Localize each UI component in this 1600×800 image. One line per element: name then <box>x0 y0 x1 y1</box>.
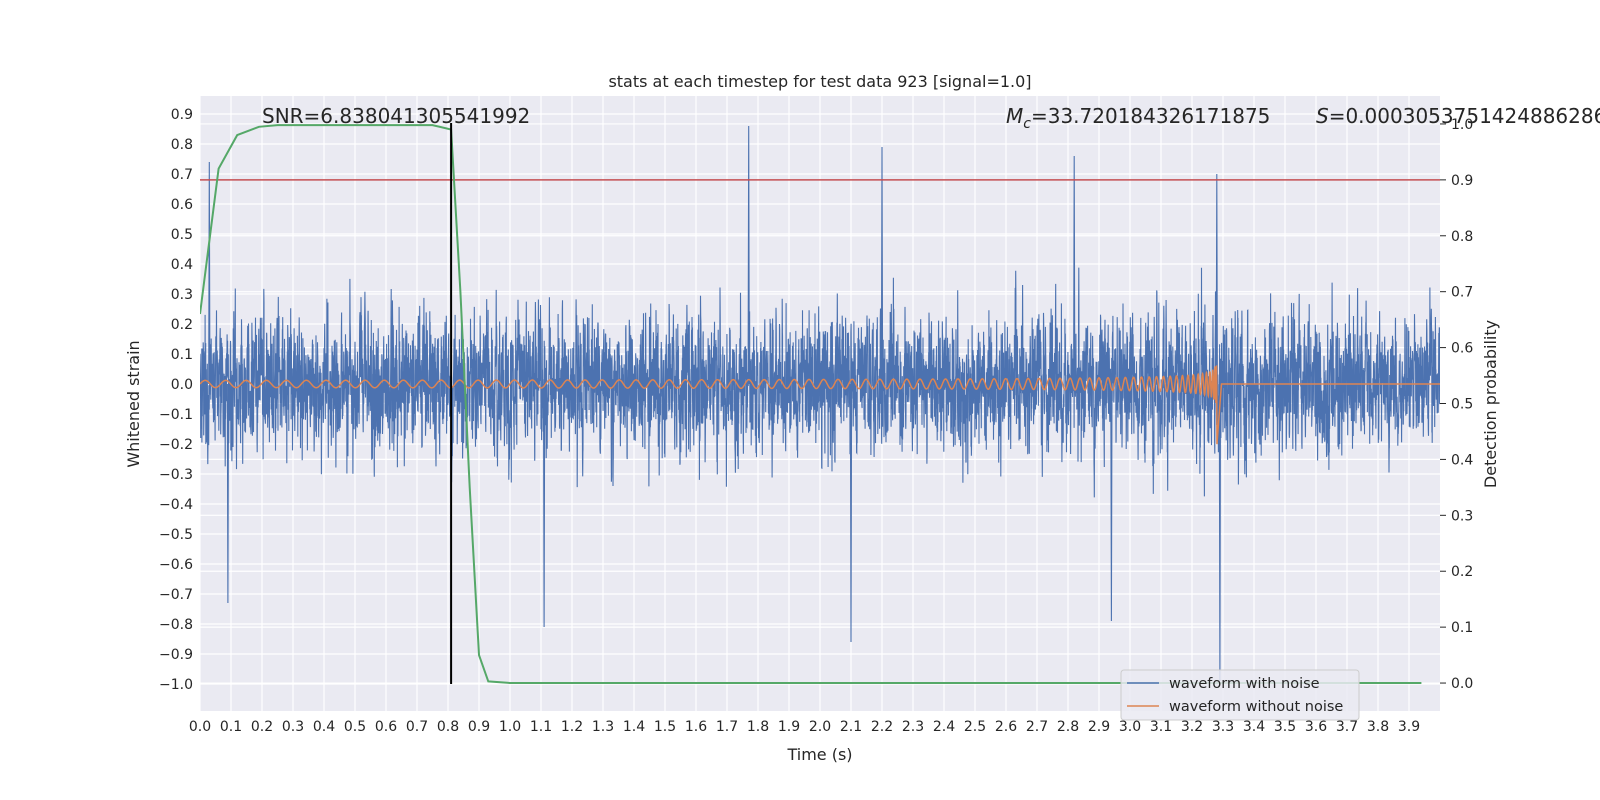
x-tick-label: 0.3 <box>282 719 304 735</box>
left-y-tick-label: 0.9 <box>171 107 193 123</box>
chirp-mass-annotation: Mc=33.720184326171875 <box>1006 104 1270 132</box>
x-tick-label: 2.3 <box>902 719 924 735</box>
detection-probability-line <box>200 124 1422 684</box>
s-value: =0.0003053751424886286 <box>1329 104 1600 128</box>
left-y-tick-label: 0.5 <box>171 227 193 243</box>
x-tick-label: 2.7 <box>1026 719 1048 735</box>
x-tick-label: 0.2 <box>251 719 273 735</box>
left-y-tick-label: 0.8 <box>171 137 193 153</box>
x-axis-ticks: 0.0 0.1 0.2 0.3 0.4 0.5 0.6 0.7 0.8 0.9 1.0 1.1 1.2 1… <box>189 719 1420 735</box>
snr-annotation: SNR=6.838041305541992 <box>262 104 530 128</box>
x-tick-label: 2.0 <box>809 719 831 735</box>
x-tick-label: 3.7 <box>1336 719 1358 735</box>
x-tick-label: 2.8 <box>1057 719 1079 735</box>
left-y-axis-label: Whitened strain <box>124 340 143 467</box>
waveform-without-noise-series <box>200 365 1440 445</box>
x-tick-label: 0.4 <box>313 719 335 735</box>
right-y-tick-label: 0.5 <box>1451 397 1473 413</box>
right-y-tick-label: 0.3 <box>1451 508 1473 524</box>
left-y-tick-label: −0.6 <box>159 557 193 573</box>
x-tick-label: 3.0 <box>1119 719 1141 735</box>
left-y-tick-label: −0.1 <box>159 407 193 423</box>
x-tick-label: 2.2 <box>871 719 893 735</box>
x-tick-label: 1.9 <box>778 719 800 735</box>
x-tick-label: 2.6 <box>995 719 1017 735</box>
left-y-tick-label: −1.0 <box>159 677 193 693</box>
x-tick-label: 2.1 <box>840 719 862 735</box>
x-tick-label: 3.1 <box>1150 719 1172 735</box>
x-tick-label: 1.5 <box>654 719 676 735</box>
x-tick-label: 0.5 <box>344 719 366 735</box>
chirp-mass-subscript: c <box>1023 116 1031 132</box>
left-y-tick-label: 0.6 <box>171 197 193 213</box>
chirp-mass-symbol: M <box>1006 104 1023 128</box>
x-tick-label: 1.6 <box>685 719 707 735</box>
right-y-axis-ticks: 1.0 0.9 0.8 0.7 0.6 0.5 0.4 0.3 0.2 0.1 0.0 <box>1440 117 1473 692</box>
right-y-tick-label: 0.8 <box>1451 229 1473 245</box>
legend-box <box>1120 669 1360 721</box>
left-y-tick-label: 0.2 <box>171 317 193 333</box>
left-y-tick-label: −0.9 <box>159 647 193 663</box>
x-tick-label: 2.9 <box>1088 719 1110 735</box>
left-y-tick-label: 0.4 <box>171 257 193 273</box>
x-tick-label: 0.6 <box>375 719 397 735</box>
x-tick-label: 3.9 <box>1398 719 1420 735</box>
left-y-tick-label: 0.0 <box>171 377 193 393</box>
x-tick-label: 1.3 <box>592 719 614 735</box>
x-axis-label: Time (s) <box>786 745 852 764</box>
x-tick-label: 0.9 <box>468 719 490 735</box>
x-tick-label: 0.1 <box>220 719 242 735</box>
left-y-tick-label: −0.7 <box>159 587 193 603</box>
x-tick-label: 3.6 <box>1305 719 1327 735</box>
left-y-tick-label: 0.1 <box>171 347 193 363</box>
left-y-axis-ticks: 0.9 0.8 0.7 0.6 0.5 0.4 0.3 0.2 0.1 0.0 −0.1 −0.2 −0… <box>159 107 193 693</box>
chart-title: stats at each timestep for test data 923… <box>608 72 1031 91</box>
right-y-tick-label: 0.6 <box>1451 341 1473 357</box>
right-y-tick-label: 0.4 <box>1451 452 1473 468</box>
x-tick-label: 3.3 <box>1212 719 1234 735</box>
x-tick-label: 1.7 <box>716 719 738 735</box>
plot-series <box>200 123 1440 684</box>
right-y-tick-label: 0.2 <box>1451 564 1473 580</box>
x-tick-label: 1.1 <box>530 719 552 735</box>
x-tick-label: 1.8 <box>747 719 769 735</box>
x-tick-label: 3.4 <box>1243 719 1265 735</box>
x-tick-label: 1.4 <box>623 719 645 735</box>
right-y-tick-label: 0.1 <box>1451 620 1473 636</box>
right-y-tick-label: 0.7 <box>1451 285 1473 301</box>
right-y-tick-label: 0.0 <box>1451 676 1473 692</box>
x-tick-label: 1.2 <box>561 719 583 735</box>
right-y-tick-label: 0.9 <box>1451 173 1473 189</box>
x-tick-label: 0.7 <box>406 719 428 735</box>
legend-label-waveform-with-noise: waveform with noise <box>1169 676 1320 692</box>
right-y-tick-label: 1.0 <box>1451 117 1473 133</box>
left-y-tick-label: −0.8 <box>159 617 193 633</box>
x-tick-label: 3.8 <box>1367 719 1389 735</box>
x-tick-label: 0.8 <box>437 719 459 735</box>
waveform-without-noise-line <box>200 365 1440 445</box>
x-tick-label: 1.0 <box>499 719 521 735</box>
left-y-tick-label: −0.2 <box>159 437 193 453</box>
left-y-tick-label: −0.4 <box>159 497 193 513</box>
left-y-tick-label: 0.3 <box>171 287 193 303</box>
left-y-tick-label: 0.7 <box>171 167 193 183</box>
x-tick-label: 0.0 <box>189 719 211 735</box>
x-tick-label: 3.5 <box>1274 719 1296 735</box>
legend-label-waveform-without-noise: waveform without noise <box>1169 699 1343 715</box>
legend: waveform with noise waveform without noi… <box>1120 669 1360 721</box>
x-tick-label: 2.5 <box>964 719 986 735</box>
detection-probability-series <box>200 123 1440 684</box>
s-annotation: S=0.0003053751424886286 <box>1316 104 1600 128</box>
left-y-tick-label: −0.5 <box>159 527 193 543</box>
x-tick-label: 3.2 <box>1181 719 1203 735</box>
waveform-with-noise-line <box>200 125 1440 682</box>
chirp-mass-value: =33.720184326171875 <box>1031 104 1270 128</box>
waveform-with-noise-series <box>200 125 1440 682</box>
s-symbol: S <box>1316 104 1329 128</box>
x-tick-label: 2.4 <box>933 719 955 735</box>
right-y-axis-label: Detection probability <box>1481 320 1500 488</box>
left-y-tick-label: −0.3 <box>159 467 193 483</box>
